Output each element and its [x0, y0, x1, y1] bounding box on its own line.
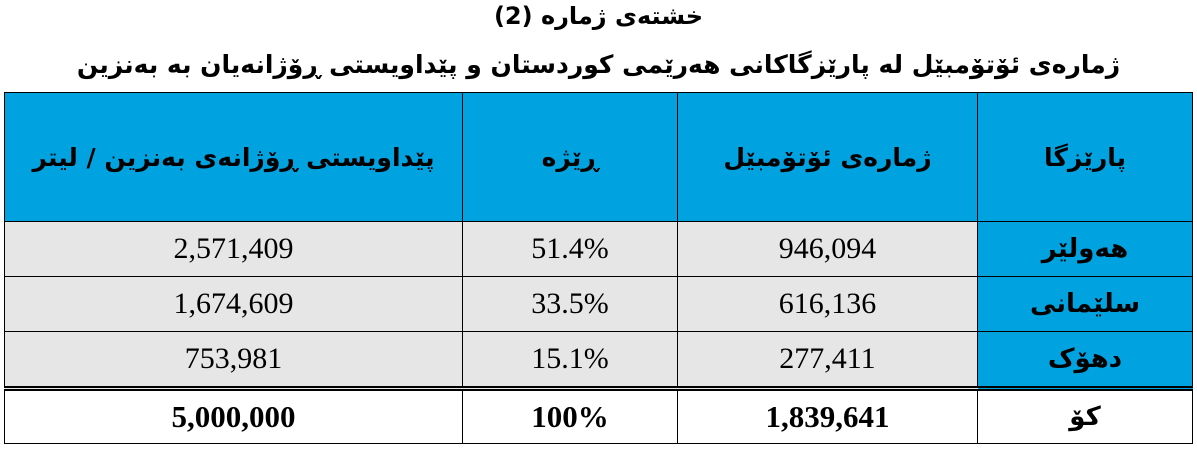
row-label: کۆ [977, 386, 1193, 444]
table-body: پارێزگا ژمارەی ئۆتۆمبێل ڕێژە پێداویستی ڕۆژا… [4, 92, 1193, 444]
cell: 946,094 [677, 221, 978, 277]
cell: پارێزگا [977, 92, 1193, 222]
cell: 1,839,641 [677, 386, 978, 444]
cell: 51.4% [462, 221, 678, 277]
row-label: هەولێر [977, 221, 1193, 277]
cell: ژمارەی ئۆتۆمبێل [677, 92, 978, 222]
subtitle: ژمارەی ئۆتۆمبێل لە پارێزگاکانی هەرێمی کو… [76, 50, 1121, 79]
data-row: سلێمانی 616,136 33.5% 1,674,609 [4, 276, 1193, 332]
cell: 277,411 [677, 331, 978, 389]
cell: 15.1% [462, 331, 678, 389]
data-table: پارێزگا ژمارەی ئۆتۆمبێل ڕێژە پێداویستی ڕۆژا… [4, 92, 1193, 444]
cell: 33.5% [462, 276, 678, 332]
cell: 100% [462, 386, 678, 444]
cell: پێداویستی ڕۆژانەی بەنزین / لیتر [4, 92, 463, 222]
row-label: دهۆک [977, 331, 1193, 389]
total-row: کۆ 1,839,641 100% 5,000,000 [4, 386, 1193, 444]
cell: 1,674,609 [4, 276, 463, 332]
cell: 5,000,000 [4, 386, 463, 444]
cell: ڕێژە [462, 92, 678, 222]
data-row: هەولێر 946,094 51.4% 2,571,409 [4, 221, 1193, 277]
cell: 616,136 [677, 276, 978, 332]
data-row: دهۆک 277,411 15.1% 753,981 [4, 331, 1193, 389]
row-label: سلێمانی [977, 276, 1193, 332]
cell: 753,981 [4, 331, 463, 389]
cell: 2,571,409 [4, 221, 463, 277]
title: خشتەی ژمارە (2) [493, 2, 704, 30]
header-row: پارێزگا ژمارەی ئۆتۆمبێل ڕێژە پێداویستی ڕۆژا… [4, 92, 1193, 222]
